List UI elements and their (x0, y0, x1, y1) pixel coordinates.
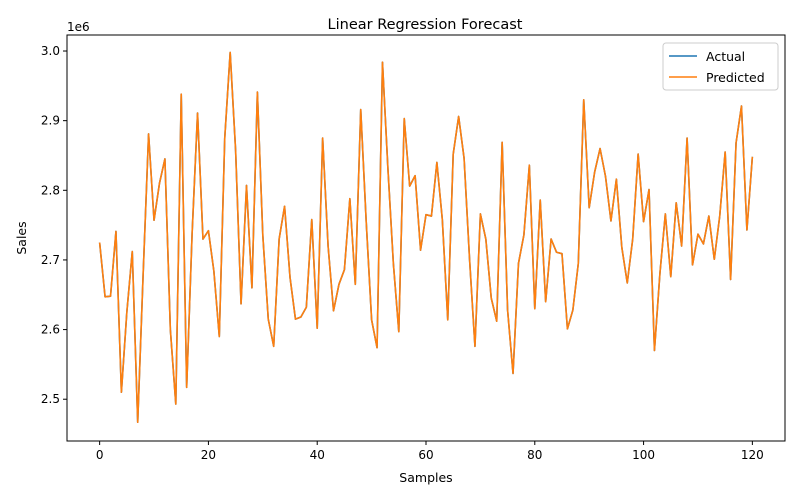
x-axis-label: Samples (399, 470, 452, 485)
x-tick-label: 60 (418, 448, 433, 462)
y-tick-label: 2.9 (41, 114, 60, 128)
x-tick-label: 80 (527, 448, 542, 462)
y-offset-label: 1e6 (67, 20, 90, 34)
x-tick-label: 40 (310, 448, 325, 462)
legend: Actual Predicted (662, 42, 779, 91)
legend-predicted-label: Predicted (706, 70, 765, 85)
y-axis-ticks: 2.5 2.6 2.7 2.8 2.9 3.0 (41, 44, 67, 406)
series-layer (98, 51, 754, 424)
y-tick-label: 2.8 (41, 183, 60, 197)
legend-actual-label: Actual (706, 49, 745, 64)
y-tick-label: 2.5 (41, 392, 60, 406)
x-tick-label: 0 (96, 448, 104, 462)
y-tick-label: 2.6 (41, 323, 60, 337)
x-tick-label: 100 (632, 448, 655, 462)
legend-box (662, 42, 779, 91)
y-tick-label: 3.0 (41, 44, 60, 58)
x-tick-label: 120 (741, 448, 764, 462)
y-tick-label: 2.7 (41, 253, 60, 267)
series-line-predicted (98, 51, 754, 424)
x-axis-ticks: 0 20 40 60 80 100 120 (96, 441, 764, 462)
chart-title: Linear Regression Forecast (328, 17, 523, 33)
x-tick-label: 20 (201, 448, 216, 462)
y-axis-label: Sales (14, 221, 29, 254)
